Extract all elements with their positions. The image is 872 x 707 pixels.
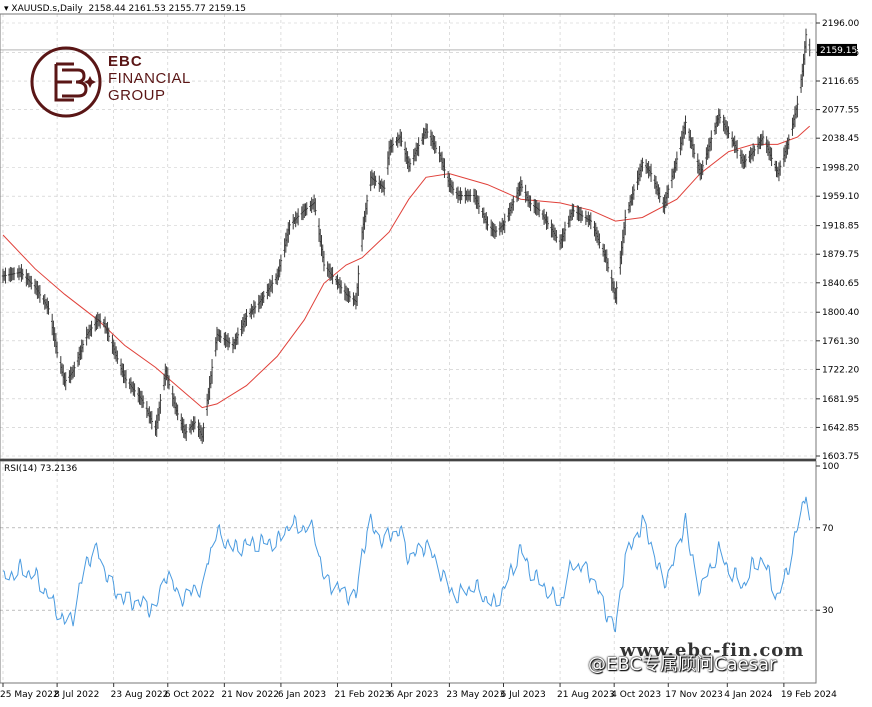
rsi-tick-label: 30 [822, 606, 834, 616]
price-tick-label: 2116.65 [822, 77, 859, 87]
x-tick-label: 19 Feb 2024 [781, 690, 837, 700]
price-tick-label: 1840.65 [822, 279, 859, 289]
credit-watermark: @EBC专属顾问Caesar [588, 654, 777, 675]
x-tick-label: 6 Oct 2022 [165, 690, 215, 700]
ohlc-values: 2158.44 2161.53 2155.77 2159.15 [88, 4, 246, 14]
current-price-box [817, 43, 857, 56]
symbol-label: XAUUSD.s,Daily [11, 4, 83, 14]
logo-line-2: FINANCIAL [108, 70, 191, 87]
price-tick-label: 1722.20 [822, 365, 859, 375]
rsi-title: RSI(14) 73.2136 [4, 464, 78, 474]
website-watermark: www.ebc-fin.com [620, 640, 805, 661]
x-tick-label: 4 Jan 2024 [724, 690, 772, 700]
x-tick-label: 8 Jul 2022 [54, 690, 99, 700]
x-tick-label: 4 Oct 2023 [611, 690, 661, 700]
price-bars [1, 28, 811, 444]
current-price-label: 2159.15 [820, 46, 857, 56]
x-tick-label: 6 Jul 2023 [500, 690, 545, 700]
price-tick-label: 1879.75 [822, 250, 859, 260]
ebc-logo-icon [30, 46, 102, 118]
rsi-line [2, 496, 811, 633]
logo-line-1: EBC [108, 53, 143, 70]
price-tick-label: 1800.40 [822, 308, 859, 318]
price-tick-label: 1918.85 [822, 222, 859, 232]
x-tick-label: 21 Aug 2023 [557, 690, 615, 700]
x-tick-label: 21 Nov 2022 [221, 690, 279, 700]
rsi-tick-label: 100 [822, 462, 839, 472]
price-tick-label: 1642.85 [822, 423, 859, 433]
grid [0, 14, 816, 683]
axes: 2196.002155.952116.652077.552038.451998.… [0, 13, 859, 700]
collapse-triangle-icon[interactable]: ▾ [4, 4, 9, 14]
x-tick-label: 23 Aug 2022 [111, 690, 169, 700]
moving-average-layer [2, 125, 811, 409]
x-tick-label: 17 Nov 2023 [665, 690, 723, 700]
price-tick-label: 2196.00 [822, 19, 859, 29]
price-tick-label: 2038.45 [822, 134, 859, 144]
price-tick-label: 1761.30 [822, 337, 859, 347]
price-tick-label: 1603.75 [822, 452, 859, 462]
price-tick-label: 1681.95 [822, 395, 859, 405]
rsi-tick-label: 70 [822, 524, 834, 534]
price-tick-label: 1998.20 [822, 164, 859, 174]
x-tick-label: 25 May 2022 [0, 690, 59, 700]
price-tick-label: 2077.55 [822, 106, 859, 116]
x-tick-label: 6 Jan 2023 [278, 690, 326, 700]
rsi-layer [2, 496, 811, 633]
moving-average-line [2, 125, 811, 409]
x-tick-label: 6 Apr 2023 [389, 690, 439, 700]
x-tick-label: 21 Feb 2023 [334, 690, 390, 700]
price-tick-label: 1959.10 [822, 192, 859, 202]
logo-line-3: GROUP [108, 87, 166, 104]
logo-text: EBC FINANCIAL GROUP [108, 53, 191, 104]
chart-header: ▾ XAUUSD.s,Daily 2158.44 2161.53 2155.77… [4, 4, 246, 14]
x-tick-label: 23 May 2023 [446, 690, 505, 700]
